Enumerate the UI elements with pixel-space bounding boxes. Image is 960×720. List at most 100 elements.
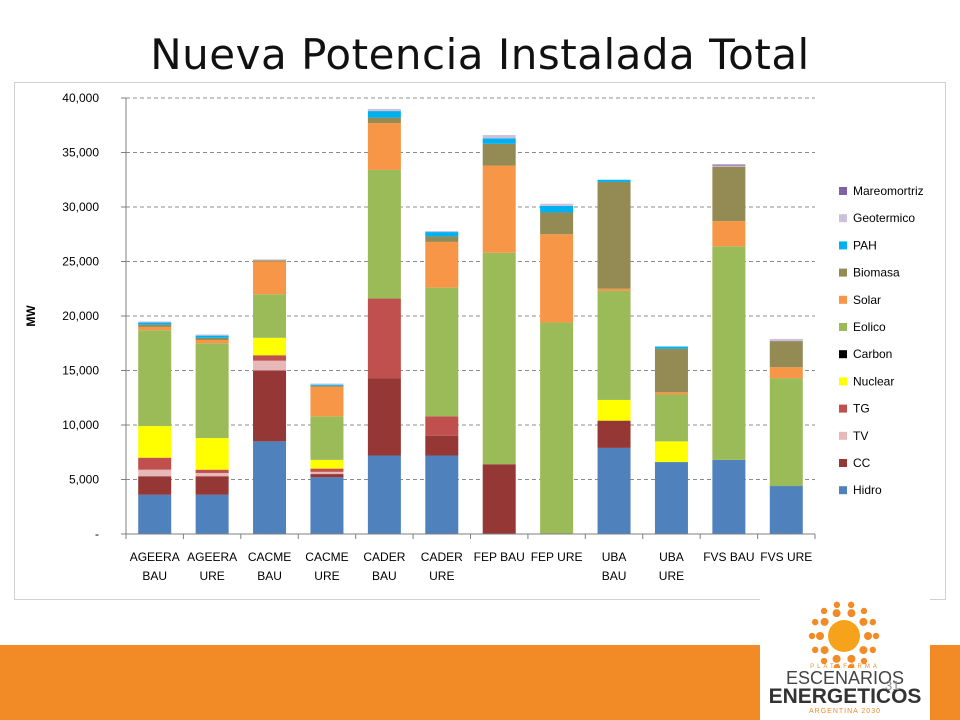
sun-dot [832, 654, 841, 663]
sun-dot [816, 632, 824, 640]
legend-label: PAH [853, 238, 877, 252]
bar-segment-solar [712, 221, 746, 247]
bar-segment-hidro [367, 455, 401, 534]
bar-segment-biomasa [367, 117, 401, 124]
bar-segment-solar [597, 288, 631, 291]
bar-segment-biomasa [712, 166, 746, 222]
bar-segment-pah [195, 335, 229, 338]
bar-segment-geotermico [253, 259, 287, 261]
legend-label: Geotermico [853, 211, 915, 225]
legend-label: Eolico [853, 320, 886, 334]
bar-segment-hidro [195, 494, 229, 534]
x-tick-label: CACME BAU [248, 550, 291, 583]
bar-segment-cc [367, 378, 401, 456]
legend-label: Mareomortriz [853, 184, 924, 198]
bar-segment-biomasa [597, 181, 631, 289]
bar-segment-hidro [253, 441, 287, 534]
bar-segment-solar [769, 367, 803, 379]
bar-segment-hidro [310, 477, 344, 534]
y-tick-label: 30,000 [62, 200, 99, 214]
bar-segment-pah [482, 138, 516, 144]
bar-segment-tg [367, 298, 401, 379]
bar-segment-nuclear [253, 337, 287, 356]
logo-line-3: ENERGETICOS [768, 685, 922, 708]
x-tick-label: CACME URE [305, 550, 348, 583]
bar-segment-solar [138, 326, 172, 331]
slide-title: Nueva Potencia Instalada Total [150, 30, 810, 79]
sun-dot [860, 657, 868, 665]
sun-dot [833, 601, 841, 609]
page-number: 31 [885, 678, 900, 693]
sun-dot [872, 632, 880, 640]
bar-segment-eolico [138, 330, 172, 427]
legend: Mareomortriz Geotermico PAH Biomasa Solar Eol… [839, 184, 924, 497]
y-tick-label: 35,000 [62, 146, 99, 160]
bar-segment-eolico [540, 322, 574, 534]
bar-segment-cc [195, 476, 229, 495]
legend-label: TV [853, 429, 868, 443]
bar-segment-cc [425, 435, 459, 456]
logo-line-1: PLATAFORMA [810, 664, 880, 670]
bar-segment-hidro [597, 447, 631, 534]
bar-segment-geotermico [482, 135, 516, 139]
bar-segment-eolico [769, 378, 803, 487]
x-tick-label: CADER URE [421, 550, 463, 583]
x-tick-label: UBA BAU [602, 550, 627, 583]
legend-swatch [839, 187, 847, 195]
y-tick-label: 25,000 [62, 255, 99, 269]
bar-segment-biomasa [769, 341, 803, 368]
bar-segment-tv [310, 471, 344, 475]
bar-segment-biomasa [253, 260, 287, 262]
bar-segment-nuclear [654, 441, 688, 463]
bar-segment-tg [310, 468, 344, 472]
bar-segment-eolico [712, 246, 746, 460]
y-tick-label: 15,000 [62, 364, 99, 378]
bar-segment-hidro [654, 462, 688, 534]
y-tick-label: - [95, 527, 99, 541]
bar-segment-eolico [482, 252, 516, 465]
sun-dot [820, 617, 829, 626]
bar-segment-hidro [138, 494, 172, 534]
bar-segment-solar [654, 392, 688, 395]
bar-segment-solar [425, 241, 459, 288]
y-axis-label: MW [24, 305, 38, 327]
sun-dot [847, 609, 856, 618]
legend-swatch [839, 323, 847, 331]
sun-dot [820, 657, 828, 665]
plataforma-escenarios-logo: PLATAFORMA ESCENARIOS ENERGETICOS ARGENT… [760, 598, 930, 720]
legend-swatch [839, 241, 847, 250]
bar-segment-eolico [425, 287, 459, 417]
legend-swatch [839, 459, 847, 467]
sun-dot [859, 617, 868, 626]
sun-dot [847, 601, 855, 609]
bar-segment-eolico [195, 343, 229, 439]
x-tick-label: CADER BAU [363, 550, 405, 583]
bar-segment-solar [310, 386, 344, 417]
legend-label: Biomasa [853, 266, 900, 280]
legend-swatch [839, 268, 847, 277]
stacked-bar-chart: - 5,000 10,000 15,000 20,000 25,000 30,000 35,0… [24, 91, 924, 583]
legend-swatch [839, 431, 847, 440]
legend-label: Hidro [853, 483, 882, 497]
y-tick-label: 40,000 [62, 91, 99, 105]
bar-segment-geotermico [540, 203, 574, 206]
bar-segment-pah [425, 232, 459, 237]
y-tick-label: 20,000 [62, 309, 99, 323]
bar-segment-eolico [367, 169, 401, 299]
bar-segment-pah [310, 384, 344, 386]
x-tick-label: FVS BAU [703, 550, 754, 564]
bar-segment-nuclear [310, 459, 344, 469]
bar-segment-tv [253, 360, 287, 371]
sun-dot [832, 609, 841, 618]
bar-segment-biomasa [138, 324, 172, 327]
chart-frame: - 5,000 10,000 15,000 20,000 25,000 30,000 35,0… [14, 82, 946, 600]
bar-segment-solar [367, 123, 401, 170]
legend-label: Carbon [853, 347, 892, 361]
legend-swatch [839, 404, 847, 413]
bar-segment-biomasa [540, 212, 574, 235]
bar-segment-tg [195, 469, 229, 473]
x-tick-label: UBA URE [659, 550, 684, 583]
axes: - 5,000 10,000 15,000 20,000 25,000 30,000 35,0… [24, 91, 816, 583]
gridlines [126, 97, 815, 480]
bar-segment-tv [138, 469, 172, 477]
